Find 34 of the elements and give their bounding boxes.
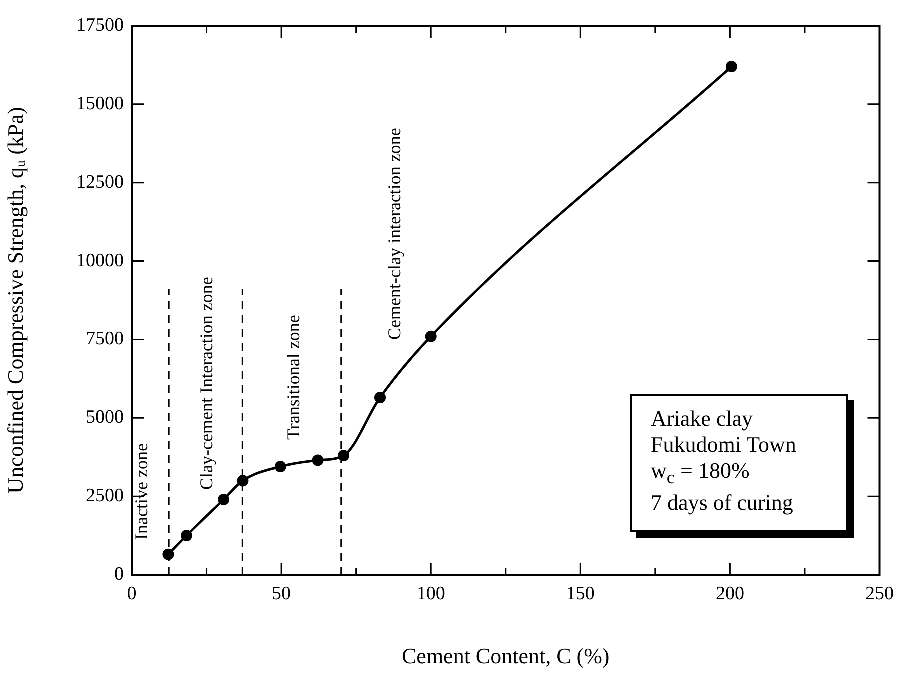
point	[338, 450, 350, 462]
x-tick-label: 150	[566, 583, 595, 604]
annotation: Inactive zone	[132, 444, 152, 540]
y-tick-label: 15000	[76, 93, 124, 114]
point	[218, 494, 230, 506]
annotation: Fukudomi Town	[651, 432, 798, 458]
y-tick-label: 2500	[86, 486, 124, 507]
y-tick-label: 5000	[86, 407, 124, 428]
x-axis-title: Cement Content, C (%)	[402, 644, 610, 669]
point	[162, 548, 174, 560]
point	[726, 61, 738, 73]
point	[180, 530, 192, 542]
x-tick-label: 100	[416, 583, 446, 604]
annotation: w$_{c}$ = 180%	[651, 458, 751, 490]
x-tick-label: 200	[716, 583, 744, 604]
annotation: Ariake clay	[651, 406, 754, 432]
y-tick-label: 0	[114, 564, 124, 585]
annotation: Cement-clay interaction zone	[384, 128, 405, 340]
point	[425, 330, 437, 342]
point	[312, 454, 324, 466]
point	[237, 475, 249, 487]
y-tick-label: 10000	[76, 250, 124, 272]
x-tick-label: 0	[127, 583, 137, 604]
annotation: Transitional zone	[284, 315, 304, 440]
point	[274, 461, 286, 473]
annotation: Clay-cement Interaction zone	[196, 277, 217, 490]
y-tick-label: 17500	[76, 14, 124, 36]
y-tick-label: 12500	[76, 172, 124, 193]
x-tick-label: 50	[272, 583, 292, 604]
point	[374, 392, 386, 404]
y-axis-title: Unconfined Compressive Strength, qᵤ (kPa)	[2, 107, 28, 494]
annotation: 7 days of curing	[651, 490, 794, 516]
x-tick-label: 250	[866, 583, 894, 604]
y-tick-label: 7500	[86, 328, 124, 350]
